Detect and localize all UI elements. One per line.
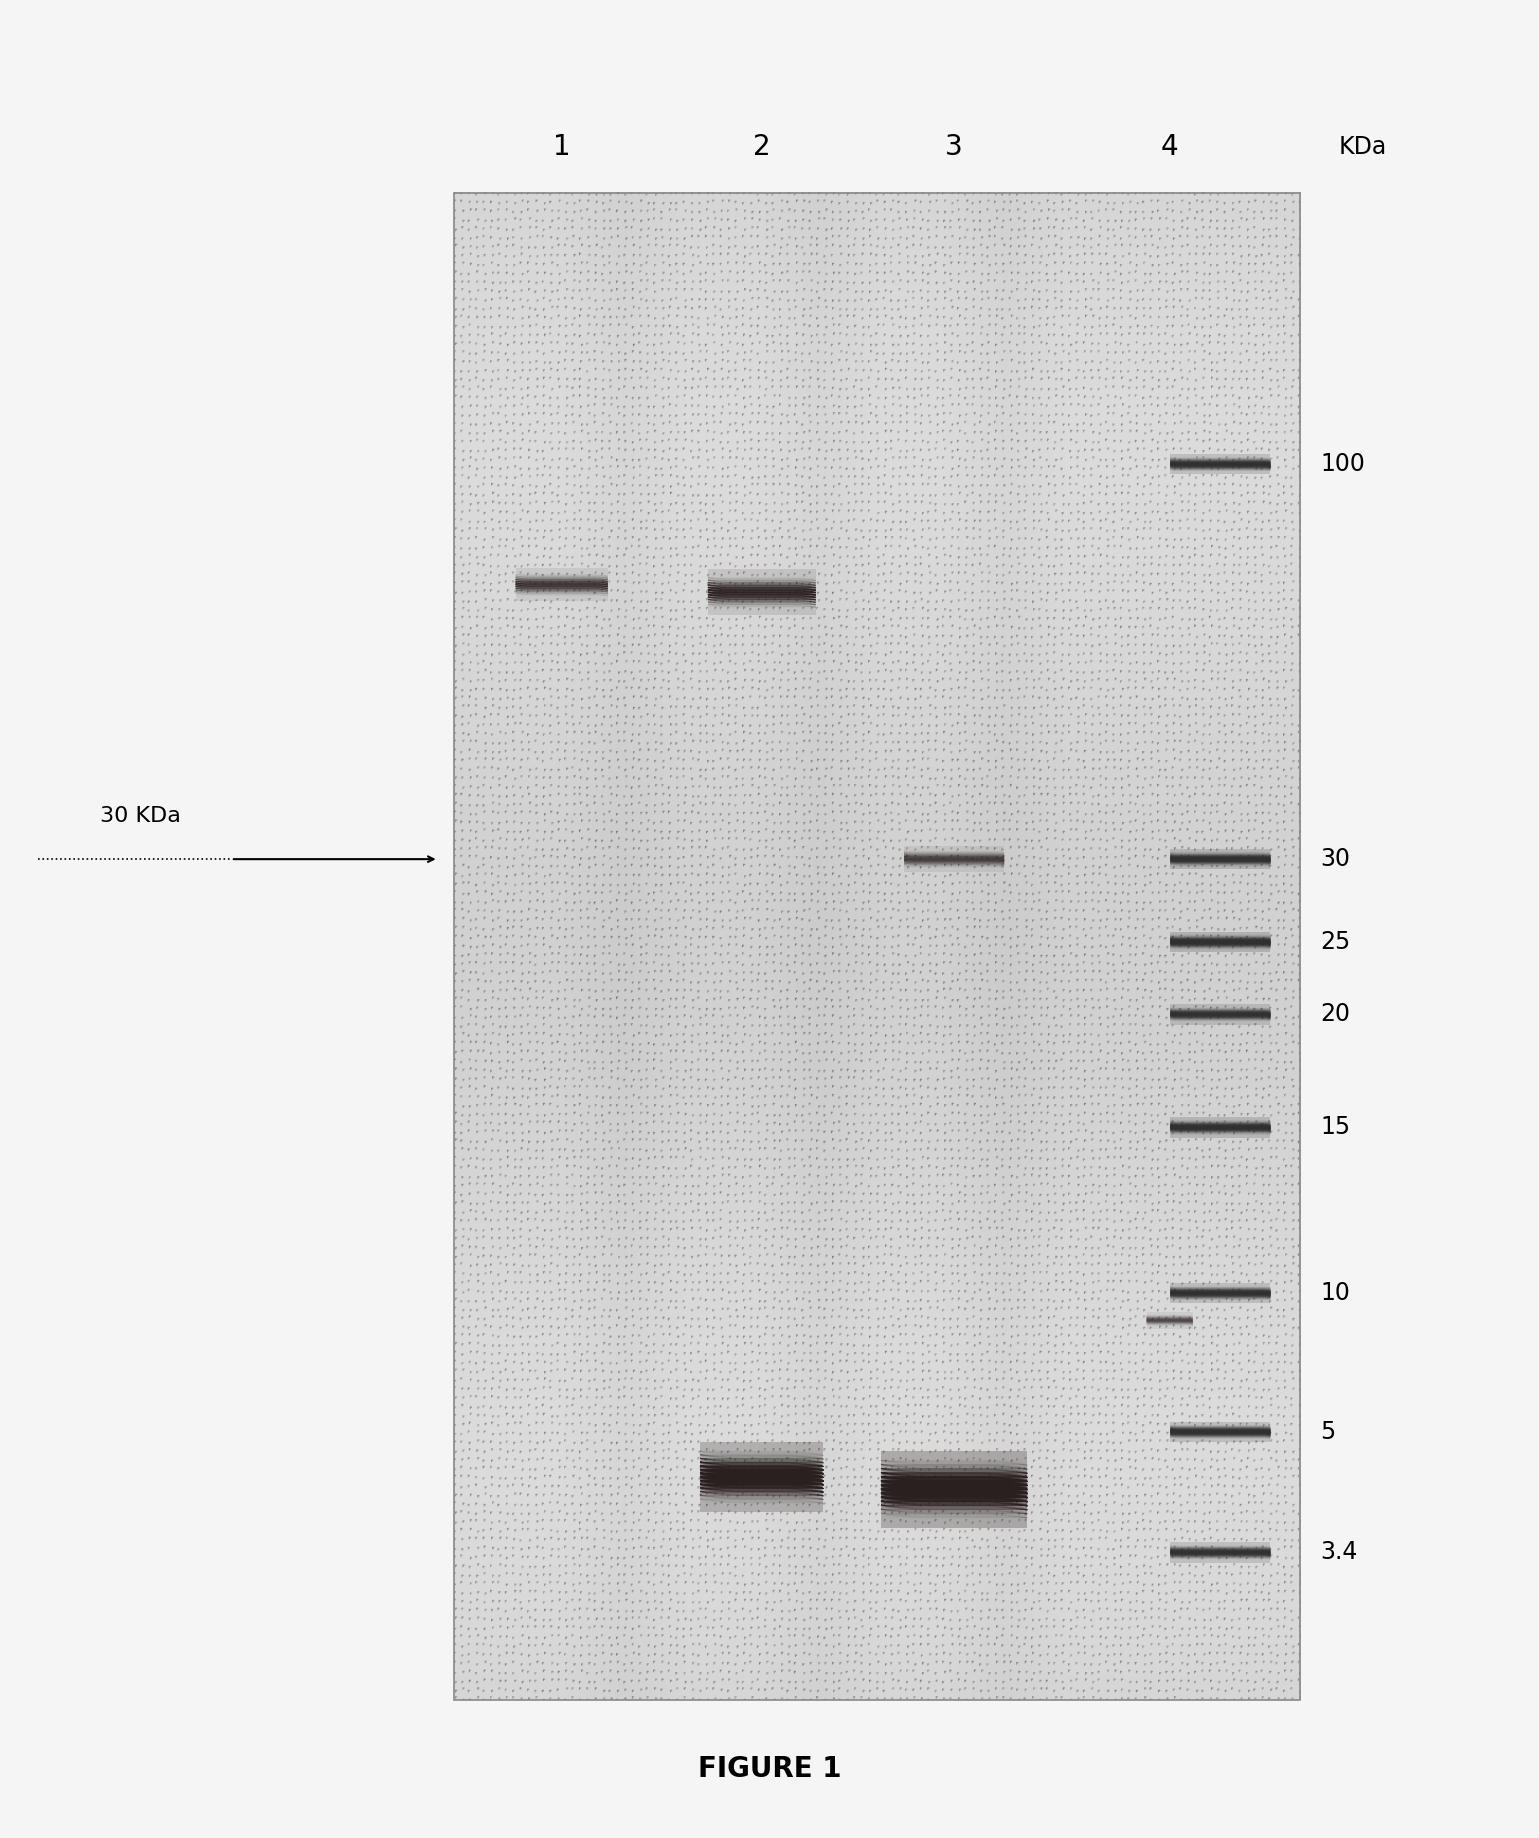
- Bar: [1171, 454, 1271, 474]
- Text: 5: 5: [1320, 1421, 1336, 1445]
- Bar: [700, 1443, 823, 1513]
- Text: 2: 2: [753, 132, 771, 162]
- Text: FIGURE 1: FIGURE 1: [697, 1755, 842, 1783]
- Bar: [516, 568, 608, 601]
- Text: 100: 100: [1320, 452, 1365, 476]
- Text: KDa: KDa: [1339, 134, 1387, 160]
- Text: 30: 30: [1320, 847, 1350, 871]
- Bar: [1171, 1118, 1271, 1138]
- Bar: [454, 193, 1300, 1700]
- Bar: [708, 570, 816, 616]
- Text: 15: 15: [1320, 1116, 1351, 1140]
- Bar: [1147, 1312, 1193, 1329]
- Text: 3.4: 3.4: [1320, 1540, 1357, 1564]
- Text: 10: 10: [1320, 1281, 1350, 1305]
- Bar: [880, 1450, 1028, 1527]
- Text: 20: 20: [1320, 1002, 1350, 1026]
- Text: 4: 4: [1160, 132, 1179, 162]
- Bar: [905, 845, 1005, 871]
- Text: 3: 3: [945, 132, 963, 162]
- Bar: [1171, 1423, 1271, 1443]
- Bar: [1171, 1283, 1271, 1303]
- Text: 1: 1: [553, 132, 571, 162]
- Text: 30 KDa: 30 KDa: [100, 807, 182, 825]
- Bar: [1171, 1542, 1271, 1562]
- Bar: [1171, 932, 1271, 952]
- Bar: [1171, 849, 1271, 869]
- Text: 25: 25: [1320, 930, 1351, 954]
- Bar: [1171, 1004, 1271, 1024]
